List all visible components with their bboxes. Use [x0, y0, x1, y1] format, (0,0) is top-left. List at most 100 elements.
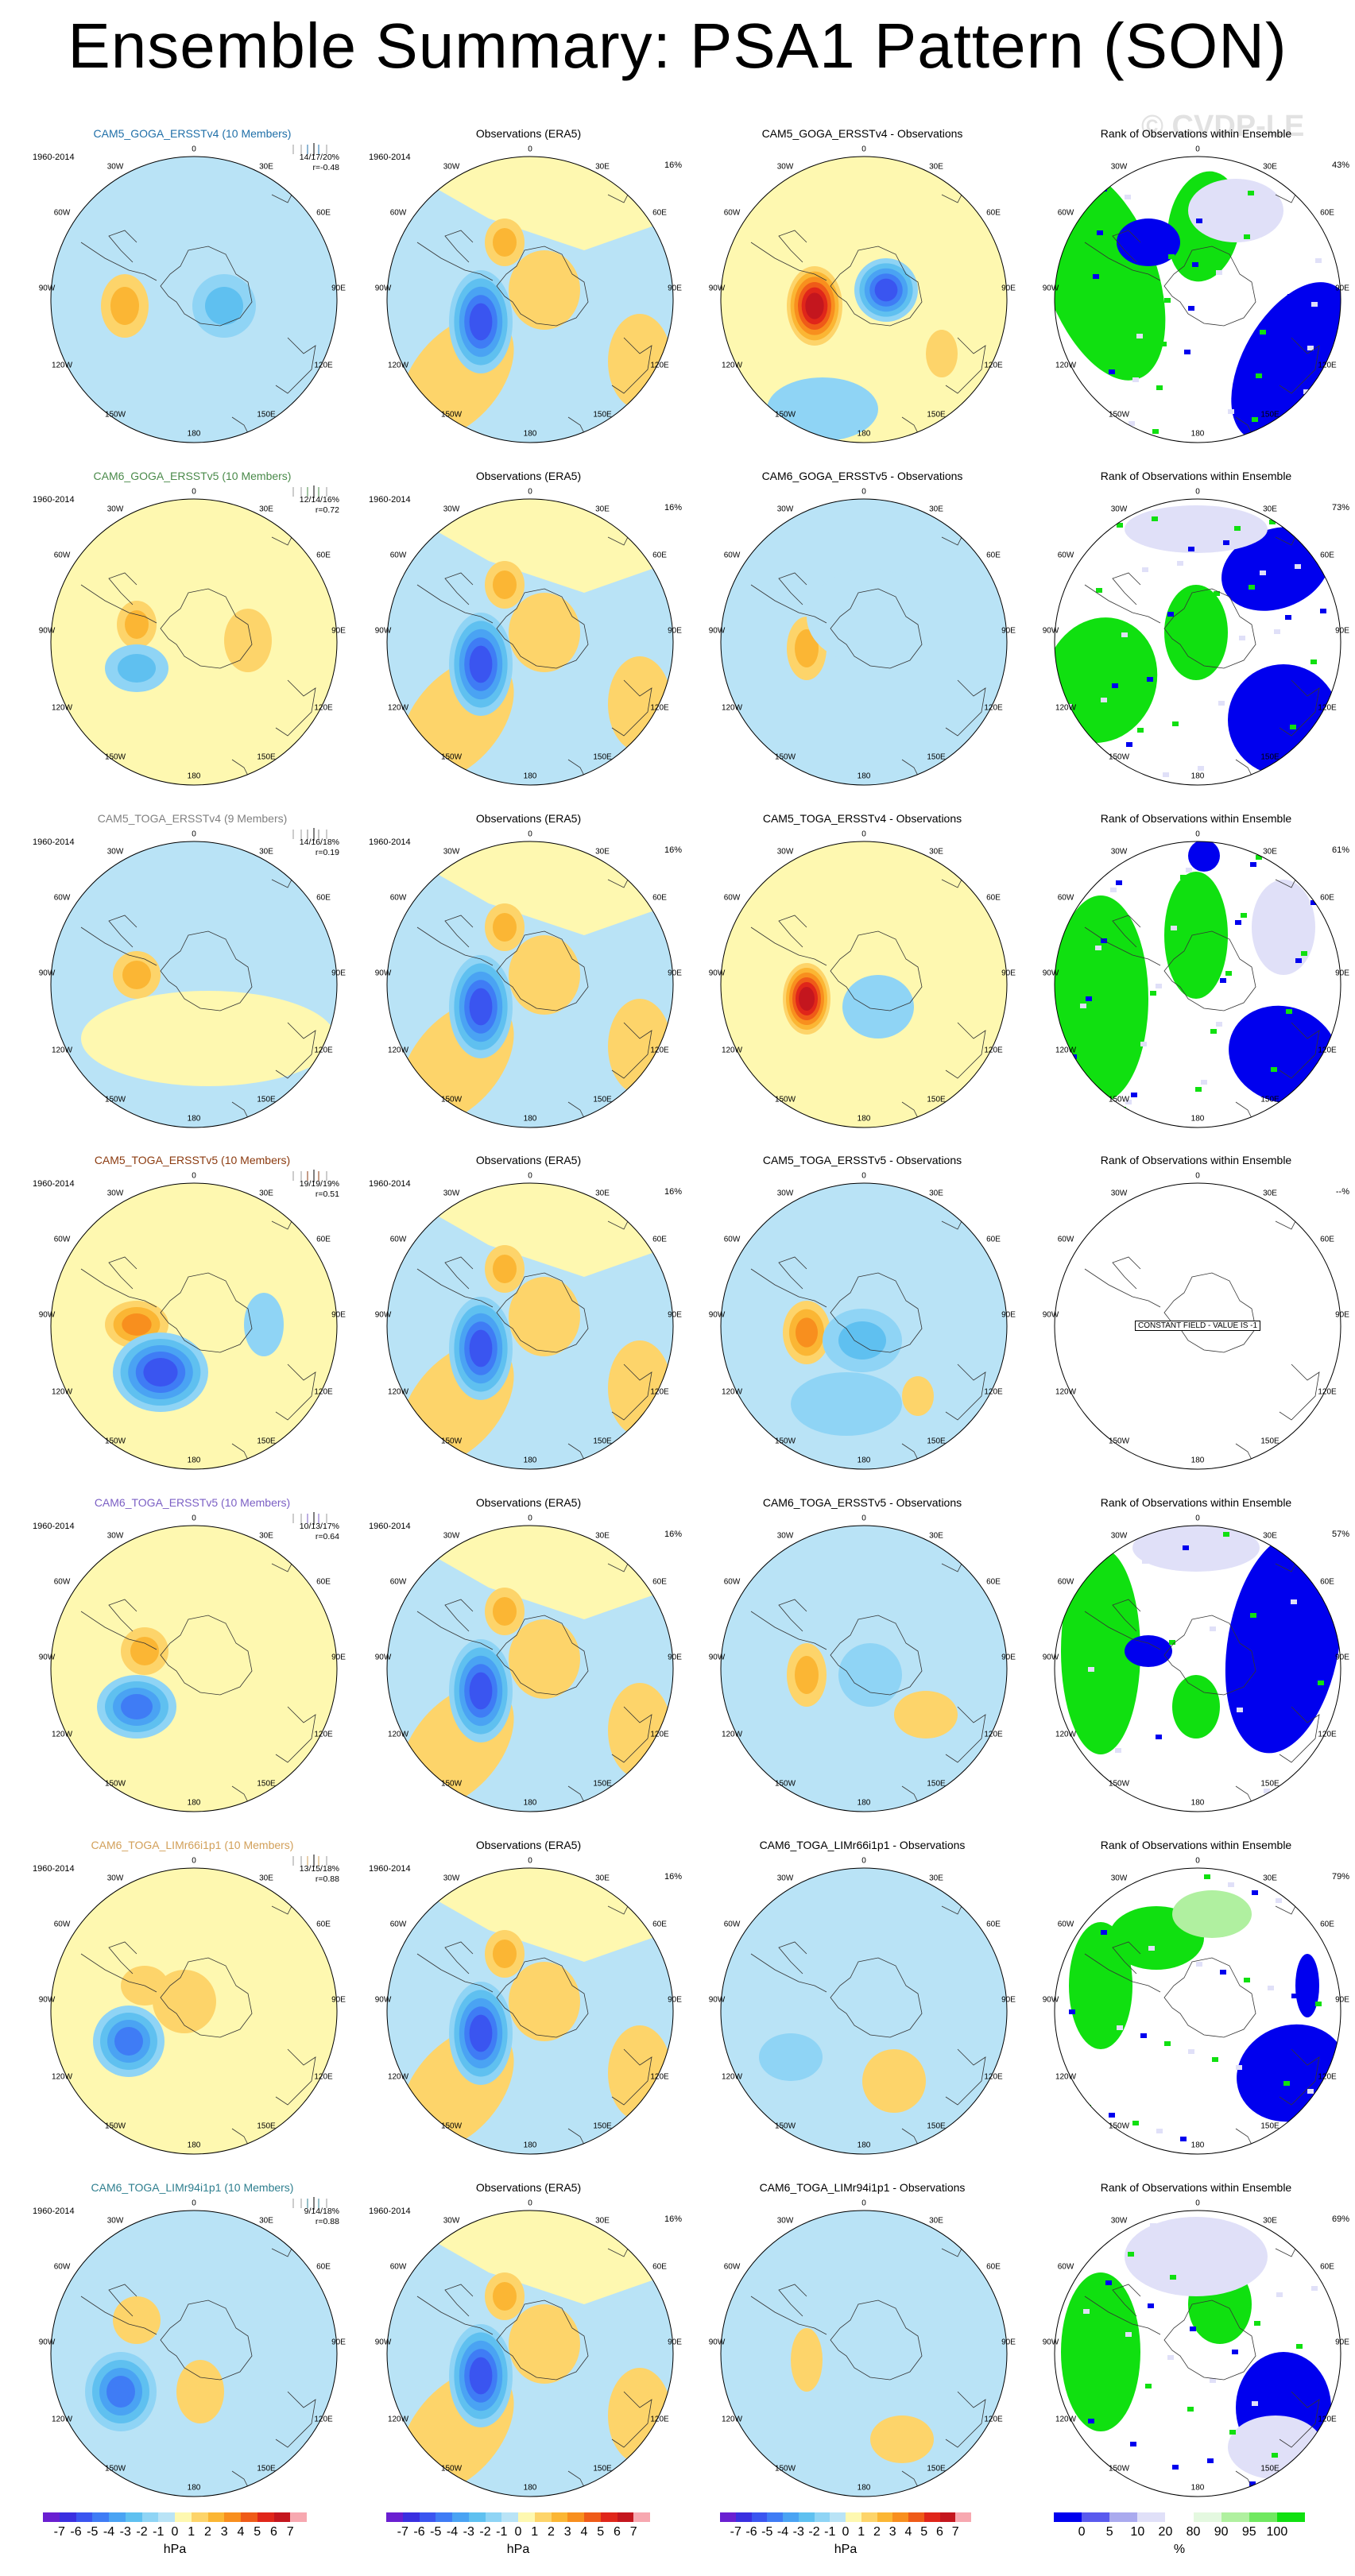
negative-anomaly: [469, 2357, 493, 2395]
colorbar-tick-label: 0: [514, 2525, 522, 2539]
colorbar-cell: [191, 2512, 208, 2522]
anomaly: [807, 569, 934, 664]
colorbar-tick-label: 0: [1078, 2525, 1086, 2539]
rank-pixel: [1196, 219, 1202, 223]
geo-label-nw: 30W: [443, 1189, 460, 1198]
geo-label-sw: 150W: [104, 410, 126, 420]
geo-label-se: 150E: [593, 1779, 612, 1789]
rank-pixel: [1112, 683, 1118, 688]
south-america-coastline: [80, 1256, 157, 1308]
colorbar-tick-label: -4: [446, 2525, 459, 2539]
geo-label-w2: 90W: [38, 284, 56, 293]
anomaly: [796, 1317, 818, 1348]
rank-pixel: [1212, 2057, 1218, 2062]
positive-anomaly: [81, 991, 335, 1086]
colorbar-cell: [224, 2512, 241, 2522]
colorbar-tick-label: -5: [430, 2525, 442, 2539]
colorbar-cell: [908, 2512, 924, 2522]
geo-label-w2: 90W: [708, 626, 726, 636]
colorbar-cell: [468, 2512, 486, 2522]
colorbar-tick-label: -4: [776, 2525, 789, 2539]
geo-label-nw: 30W: [1110, 1189, 1128, 1198]
rank-pixel: [1128, 2252, 1134, 2257]
map-border: [386, 498, 674, 786]
map-border: [386, 1867, 674, 2155]
geo-label-sw: 150W: [774, 752, 796, 762]
positive-anomaly: [509, 1619, 580, 1699]
south-america-coastline: [416, 572, 494, 624]
colorbar-tick-label: 3: [563, 2525, 571, 2539]
field-background: [51, 499, 337, 785]
colorbar-cell: [1082, 2512, 1110, 2522]
rank-pixel: [1236, 2065, 1242, 2070]
geo-label-e3: 120E: [314, 703, 333, 713]
rank-title: Rank of Observations within Ensemble: [1100, 1839, 1292, 1851]
geo-label-e1: 60E: [316, 551, 331, 560]
geo-label-w3: 120W: [721, 2072, 743, 2082]
period-label: 1960-2014: [369, 837, 411, 847]
map-border: [1054, 1525, 1341, 1812]
colorbar-tick-label: -6: [413, 2525, 425, 2539]
rank-pixel: [1237, 1708, 1243, 1712]
geo-label-w1: 60W: [53, 893, 71, 903]
panel-rank-row-7: Rank of Observations within Ensemble 69% 0…: [1032, 2181, 1355, 2523]
positive-region: [387, 841, 673, 935]
geo-label-e2: 90E: [668, 1995, 682, 2005]
geo-label-se: 150E: [593, 410, 612, 420]
geo-label-sw: 150W: [104, 752, 126, 762]
geo-label-e2: 90E: [1001, 1653, 1016, 1662]
south-america-coastline: [750, 1256, 827, 1308]
geo-label-w2: 90W: [374, 969, 392, 978]
geo-label-e3: 120E: [650, 1730, 669, 1739]
rank-pixel: [1140, 1042, 1147, 1046]
rank-pixel: [1088, 2419, 1094, 2423]
panel-diff-row-5: CAM6_TOGA_ERSSTv5 - Observations 0 30E 60E 9…: [698, 1496, 1027, 1838]
map-border: [720, 1525, 1008, 1812]
geo-label-e3: 120E: [984, 1046, 1003, 1055]
rank-pixel: [1177, 561, 1183, 566]
rank-pixel: [1260, 571, 1266, 575]
variance-range: 14/16/18%: [299, 837, 339, 847]
colorbar-cell: [584, 2512, 601, 2522]
rank-pixel: [1192, 262, 1198, 267]
geo-label-w1: 60W: [1057, 208, 1074, 218]
polar-map: [720, 156, 1008, 443]
positive-anomaly: [130, 1637, 159, 1665]
geo-label-n: 0: [528, 830, 532, 839]
rank-pixel: [1097, 230, 1103, 235]
geo-label-e1: 60E: [1320, 1577, 1334, 1587]
rank-pixel: [1274, 2373, 1280, 2377]
colorbar-tick-label: 0: [842, 2525, 850, 2539]
antarctica-coastline: [160, 246, 253, 327]
geo-label-e2: 90E: [1001, 284, 1016, 293]
rank-percent: 79%: [1331, 1872, 1349, 1882]
geo-label-w2: 90W: [38, 969, 56, 978]
panel-obs-row-2: Observations (ERA5) 1960-2014 16% 0 30E 60E 90…: [364, 470, 693, 811]
member-tick-marks: [290, 1512, 338, 1525]
geo-label-e1: 60E: [1320, 2262, 1334, 2272]
panel-obs-row-7: Observations (ERA5) 1960-2014 16% 0 30E 60E 90…: [364, 2181, 693, 2523]
antarctica-coastline: [160, 1615, 253, 1696]
geo-label-se: 150E: [257, 1095, 276, 1104]
antarctica-coastline: [1163, 1615, 1256, 1696]
rank-pixel: [1299, 674, 1306, 679]
positive-anomaly: [125, 610, 149, 639]
rank-pixel: [1164, 2041, 1171, 2046]
rank-pixel: [1129, 1654, 1135, 1658]
geo-label-e1: 60E: [316, 208, 331, 218]
geo-label-se: 150E: [257, 410, 276, 420]
rank-pixel: [1244, 745, 1250, 750]
geo-label-e2: 90E: [1001, 969, 1016, 978]
geo-label-ne: 30E: [1263, 1189, 1277, 1198]
rank-pixel: [1130, 2442, 1136, 2446]
rank-pixel: [1193, 656, 1199, 661]
geo-label-sw: 150W: [1108, 752, 1130, 762]
rank-pixel: [1140, 2033, 1147, 2038]
geo-label-nw: 30W: [1110, 162, 1128, 172]
model-title: CAM5_GOGA_ERSSTv4 (10 Members): [93, 127, 292, 140]
rank-pixel: [1239, 636, 1245, 640]
positive-region: [387, 1868, 673, 1962]
rank-pixel: [1256, 855, 1262, 860]
antarctica-coastline: [830, 2299, 923, 2381]
rank-pixel: [1069, 2009, 1075, 2014]
